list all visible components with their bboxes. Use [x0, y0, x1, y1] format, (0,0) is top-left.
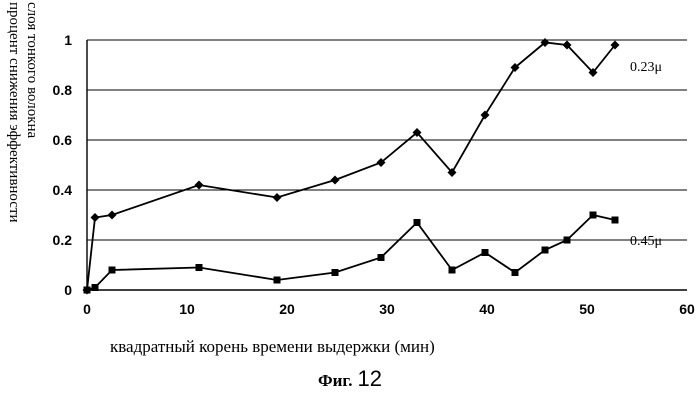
figure-caption: Фиг. 12: [0, 366, 700, 392]
data-point: [108, 211, 117, 220]
data-point: [564, 237, 571, 244]
y-tick-label: 0.4: [53, 182, 73, 198]
data-point: [92, 284, 99, 291]
x-tick-label: 60: [679, 301, 695, 317]
data-point: [414, 219, 421, 226]
y-tick-labels: 0 0.2 0.4 0.6 0.8 1: [53, 32, 73, 298]
data-point: [84, 287, 91, 294]
data-point: [273, 193, 282, 202]
data-point: [196, 264, 203, 271]
data-point: [612, 217, 619, 224]
line-chart: 00.20.40.60.81 0102030405060 0.23μ0.45μ …: [0, 0, 700, 335]
grid-lines: [87, 40, 687, 240]
x-axis-label: квадратный корень времени выдержки (мин): [110, 337, 435, 357]
x-tick-label: 0: [83, 301, 91, 317]
data-point: [481, 111, 490, 120]
y-tick-label: 0.2: [53, 232, 73, 248]
data-point: [331, 176, 340, 185]
series-1: 0.23μ: [83, 38, 663, 295]
y-tick-label: 0: [64, 282, 72, 298]
y-tick-label: 0.8: [53, 82, 73, 98]
data-point: [542, 247, 549, 254]
y-axis-label: процент снижения эффективностислоя тонко…: [6, 2, 40, 223]
x-tick-label: 30: [379, 301, 395, 317]
x-tick-label: 20: [279, 301, 295, 317]
x-tick-labels: 0 10 20 30 40 50 60: [83, 301, 695, 317]
series-label: 0.23μ: [630, 60, 662, 75]
series-label: 0.45μ: [630, 234, 662, 249]
figure-caption-number: 12: [357, 366, 381, 391]
data-point: [109, 267, 116, 274]
data-point: [482, 249, 489, 256]
y-axis-label-line: слоя тонкого волокна: [24, 2, 40, 139]
data-point: [590, 212, 597, 219]
series-line: [87, 43, 615, 291]
data-point: [195, 181, 204, 190]
data-point: [378, 254, 385, 261]
data-point: [332, 269, 339, 276]
series-2: 0.45μ: [84, 212, 663, 294]
y-axis-label-line: процент снижения эффективности: [6, 2, 22, 223]
y-tick-label: 1: [64, 32, 72, 48]
data-point: [91, 213, 100, 222]
x-tick-label: 10: [179, 301, 195, 317]
data-point: [449, 267, 456, 274]
y-tick-label: 0.6: [53, 132, 73, 148]
series-group: 0.23μ 0.45μ: [83, 38, 663, 295]
data-point: [512, 269, 519, 276]
data-point: [274, 277, 281, 284]
figure-caption-prefix: Фиг.: [318, 371, 352, 390]
x-tick-label: 50: [579, 301, 595, 317]
x-tick-label: 40: [479, 301, 495, 317]
series-line: [87, 215, 615, 290]
